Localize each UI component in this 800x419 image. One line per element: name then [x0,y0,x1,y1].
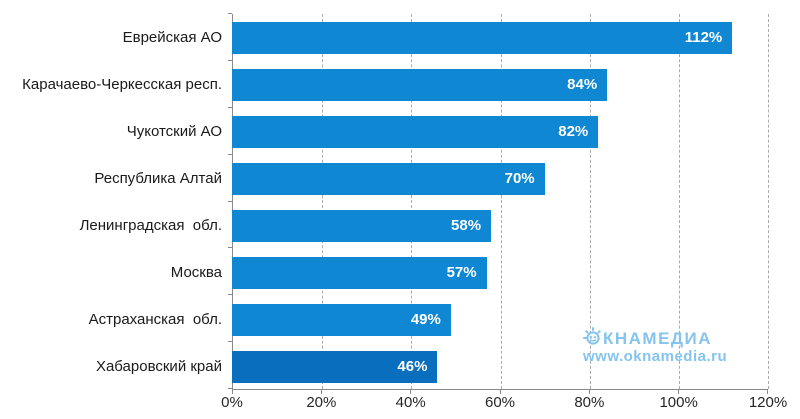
x-axis-tick-label: 20% [306,394,337,411]
gridline [678,14,680,389]
watermark-brand-text: КНАМЕДИА [603,328,713,348]
category-label: Чукотский АО [126,123,222,140]
bar: 112% [232,21,733,54]
watermark: КНАМЕДИА www.oknamedia.ru [583,327,727,365]
watermark-brand: КНАМЕДИА [583,327,727,350]
bar-track: 58% [232,202,768,249]
category-label: Ленинградская обл. [79,217,222,234]
gridline [322,14,324,389]
rows-layer: Еврейская АО 112% Карачаево-Черкесская р… [0,14,768,390]
x-axis-tick [677,390,679,394]
bar: 46% [232,350,438,383]
x-axis-tick [499,390,501,394]
bar-track: 70% [232,155,768,202]
gridline [500,14,502,389]
bar-value-label: 84% [567,76,598,93]
x-axis-tick-label: 120% [748,394,788,411]
chart-row: Республика Алтай 70% [0,155,768,202]
bar-track: 49% [232,296,768,343]
watermark-url: www.oknamedia.ru [583,347,728,365]
bar: 57% [232,256,487,289]
bar-value-label: 49% [410,311,441,328]
gridline [411,14,413,389]
x-axis-tick [410,390,412,394]
bar: 82% [232,115,599,148]
x-axis-tick-label: 40% [395,394,426,411]
category-label: Москва [170,264,222,281]
plot-area [228,13,769,394]
bar-track: 46% [232,343,768,390]
y-axis-tick [228,388,232,389]
x-axis-labels: 0% 20% 40% 60% 80% 100% 120% [221,394,787,414]
sun-smiley-icon [583,327,602,350]
y-axis-tick [228,341,232,343]
y-axis-tick [228,200,232,202]
y-axis-tick [228,294,232,296]
chart-row: Астраханская обл. 49% [0,296,768,343]
chart-row: Хабаровский край 46% [0,343,768,390]
bar-value-label: 57% [446,264,477,281]
bar: 58% [232,209,492,242]
bar-value-label: 112% [684,29,723,46]
bar: 84% [232,68,608,101]
x-axis-tick-label: 0% [221,394,243,411]
y-axis-tick [228,247,232,249]
category-label: Хабаровский край [95,358,222,375]
chart-row: Чукотский АО 82% [0,108,768,155]
chart-row: Еврейская АО 112% [0,14,768,61]
y-axis-tick [228,106,232,108]
chart-row: Карачаево-Черкесская респ. 84% [0,61,768,108]
x-axis-tick-label: 80% [574,394,605,411]
gridline [589,14,591,389]
bar-value-label: 82% [558,123,589,140]
x-axis-tick [588,390,590,394]
y-axis-tick [228,153,232,155]
category-label: Карачаево-Черкесская респ. [22,76,222,93]
bar-track: 84% [232,61,768,108]
bar-track: 82% [232,108,768,155]
category-label: Республика Алтай [94,170,222,187]
x-axis-tick [232,390,233,394]
bar: 49% [232,303,451,336]
x-axis-tick-label: 60% [484,394,516,411]
bar-value-label: 46% [397,358,428,375]
bar: 70% [232,162,545,195]
x-axis-tick [321,390,323,394]
gridline [768,14,769,389]
x-axis-tick [767,390,768,394]
category-label: Еврейская АО [122,29,222,46]
bar-value-label: 58% [451,217,482,234]
chart-row: Ленинградская обл. 58% [0,202,768,249]
bar-track: 112% [232,14,768,61]
bar-track: 57% [232,249,768,296]
x-axis-tick-label: 100% [659,394,698,411]
category-label: Астраханская обл. [88,311,222,328]
bar-value-label: 70% [504,170,535,187]
y-axis-tick [228,13,232,14]
y-axis-tick [228,59,232,61]
chart-row: Москва 57% [0,249,768,296]
